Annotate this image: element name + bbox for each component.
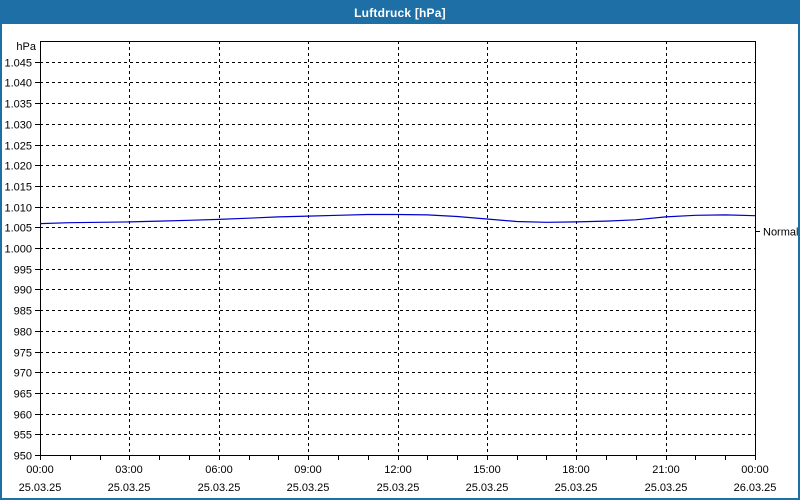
y-tick-label: 1.020	[4, 161, 32, 173]
normal-annotation: Normal	[755, 227, 798, 239]
x-tick-time-label: 21:00	[652, 464, 680, 476]
y-tick-label: 950	[14, 451, 32, 463]
chart-title: Luftdruck [hPa]	[354, 6, 446, 20]
y-tick-label: 985	[14, 306, 32, 318]
data-line	[39, 213, 756, 225]
axes	[35, 41, 756, 460]
y-tick-label: 975	[14, 348, 32, 360]
y-tick-label: 1.015	[4, 182, 32, 194]
y-tick-label: 1.045	[4, 58, 32, 70]
y-tick-label: 1.010	[4, 203, 32, 215]
y-tick-label: 960	[14, 410, 32, 422]
gridlines	[40, 41, 755, 455]
x-tick-date-label: 25.03.25	[555, 482, 598, 494]
x-tick-time-label: 12:00	[384, 464, 412, 476]
y-tick-label: 970	[14, 368, 32, 380]
y-tick-label: 1.030	[4, 120, 32, 132]
y-tick-label: 955	[14, 430, 32, 442]
y-tick-label: 990	[14, 285, 32, 297]
x-tick-date-label: 25.03.25	[466, 482, 509, 494]
x-tick-date-label: 25.03.25	[108, 482, 151, 494]
x-tick-time-label: 03:00	[115, 464, 143, 476]
normal-marker-label: Normal	[763, 227, 798, 239]
y-tick-label: 1.035	[4, 99, 32, 111]
x-axis-labels: 00:00 25.03.25 03:00 25.03.25 06:00 25.03.25 0…	[19, 464, 777, 494]
x-tick-time-label: 09:00	[294, 464, 322, 476]
y-tick-label: 1.000	[4, 244, 32, 256]
x-tick-time-label: 18:00	[562, 464, 590, 476]
x-tick-time-label: 00:00	[26, 464, 54, 476]
pressure-series-line	[39, 213, 756, 225]
x-tick-date-label: 25.03.25	[377, 482, 420, 494]
y-tick-label: 1.040	[4, 78, 32, 90]
y-tick-label: 1.025	[4, 141, 32, 153]
y-tick-label: 1.005	[4, 223, 32, 235]
y-axis-unit-label: hPa	[16, 41, 36, 53]
x-tick-time-label: 06:00	[205, 464, 233, 476]
title-bar: Luftdruck [hPa]	[2, 2, 798, 24]
x-tick-time-label: 15:00	[473, 464, 501, 476]
x-tick-date-label: 25.03.25	[645, 482, 688, 494]
y-tick-label: 980	[14, 327, 32, 339]
x-tick-date-label: 25.03.25	[198, 482, 241, 494]
x-tick-date-label: 25.03.25	[287, 482, 330, 494]
y-axis-labels: 1.045 1.040 1.035 1.030 1.025 1.020 1.015 1.010…	[4, 41, 36, 463]
x-tick-date-label: 25.03.25	[19, 482, 62, 494]
x-tick-date-label: 26.03.25	[734, 482, 777, 494]
x-tick-time-label: 00:00	[741, 464, 769, 476]
y-tick-label: 965	[14, 389, 32, 401]
y-tick-label: 995	[14, 265, 32, 277]
